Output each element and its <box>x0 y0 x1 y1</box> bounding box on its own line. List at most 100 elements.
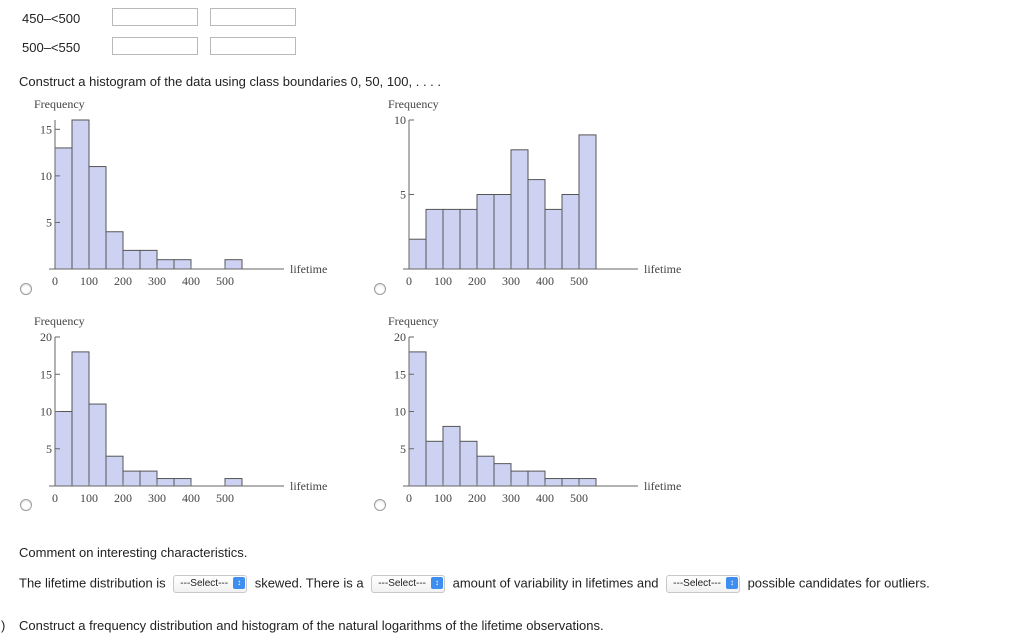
x-tick-label: 100 <box>434 274 452 288</box>
x-axis-label: lifetime <box>644 262 681 276</box>
x-tick-label: 400 <box>182 274 200 288</box>
histogram-bar <box>122 249 141 270</box>
histogram-bar <box>527 470 546 487</box>
x-tick-label: 200 <box>114 491 132 505</box>
radio-option-d[interactable] <box>374 499 386 511</box>
class-label: 500–<550 <box>22 40 81 55</box>
x-tick-label: 400 <box>536 491 554 505</box>
histogram-bar <box>544 478 563 487</box>
histogram-bar <box>88 166 107 270</box>
x-tick-label: 200 <box>468 491 486 505</box>
x-axis-label: lifetime <box>644 479 681 493</box>
histogram-bar <box>459 440 478 487</box>
histogram-bar <box>476 455 495 487</box>
y-tick-label: 10 <box>40 405 52 419</box>
y-tick-label: 15 <box>40 122 52 136</box>
histogram-option-c: Frequency 5 10 15 20 0 100 200 300 400 500 lifetime <box>28 313 373 508</box>
histogram-bar <box>224 259 243 270</box>
histogram-bar <box>173 478 192 487</box>
x-tick-label: 0 <box>406 274 412 288</box>
y-axis-label: Frequency <box>34 314 85 328</box>
histogram-bar <box>493 463 512 487</box>
histogram-bar <box>459 208 478 270</box>
histogram-bar <box>425 208 444 270</box>
histogram-bar <box>139 249 158 270</box>
select-label: ---Select--- <box>673 577 721 589</box>
sentence-part-2: skewed. There is a <box>254 575 364 591</box>
histogram-bar <box>527 179 546 270</box>
histogram-bar <box>510 470 529 487</box>
x-tick-label: 500 <box>570 274 588 288</box>
variability-select[interactable]: ---Select--- ↕ <box>371 574 445 593</box>
x-tick-label: 100 <box>80 491 98 505</box>
histogram-bar <box>71 119 90 270</box>
sentence-part-3: amount of variability in lifetimes and <box>452 575 659 591</box>
class-label: 450–<500 <box>22 11 81 26</box>
next-part-marker: ) <box>1 618 6 633</box>
histogram-bar <box>493 194 512 270</box>
x-tick-label: 500 <box>216 274 234 288</box>
histogram-bar <box>408 238 427 270</box>
histogram-bar <box>561 478 580 487</box>
histogram-a-svg: Frequency 5 10 15 0 100 200 300 400 500 lifetime <box>34 97 327 288</box>
comment-heading: Comment on interesting characteristics. <box>19 545 248 560</box>
x-tick-label: 500 <box>570 491 588 505</box>
histogram-option-d: Frequency 5 10 15 20 0 100 200 300 400 500 lifetime <box>382 313 727 508</box>
x-tick-label: 400 <box>536 274 554 288</box>
histogram-bar <box>442 425 461 487</box>
histogram-bar <box>476 194 495 270</box>
y-axis-label: Frequency <box>388 314 439 328</box>
frequency-field[interactable] <box>112 37 198 55</box>
select-arrows-icon: ↕ <box>725 576 738 589</box>
relative-frequency-field[interactable] <box>210 8 296 26</box>
y-tick-label: 10 <box>394 113 406 127</box>
sentence-part-4: possible candidates for outliers. <box>747 575 930 591</box>
relative-frequency-field[interactable] <box>210 37 296 55</box>
skew-select[interactable]: ---Select--- ↕ <box>173 574 248 593</box>
histogram-bar <box>139 470 158 487</box>
radio-option-c[interactable] <box>20 499 32 511</box>
x-tick-label: 300 <box>502 491 520 505</box>
x-tick-label: 500 <box>216 491 234 505</box>
y-axis-label: Frequency <box>388 97 439 111</box>
x-tick-label: 300 <box>148 274 166 288</box>
frequency-field[interactable] <box>112 8 198 26</box>
select-arrows-icon: ↕ <box>430 576 443 589</box>
histogram-bar <box>122 470 141 487</box>
x-tick-label: 0 <box>406 491 412 505</box>
y-tick-label: 20 <box>40 330 52 344</box>
histogram-bar <box>442 208 461 270</box>
histogram-bar <box>578 478 597 487</box>
histogram-bar <box>88 403 107 487</box>
next-part-prompt: Construct a frequency distribution and h… <box>19 618 604 633</box>
x-tick-label: 0 <box>52 491 58 505</box>
x-axis-label: lifetime <box>290 479 327 493</box>
radio-option-b[interactable] <box>374 283 386 295</box>
y-tick-label: 15 <box>40 367 52 381</box>
histogram-bar <box>156 259 175 270</box>
x-axis-label: lifetime <box>290 262 327 276</box>
histogram-bar <box>105 455 124 487</box>
histogram-bar <box>156 478 175 487</box>
outliers-select[interactable]: ---Select--- ↕ <box>666 574 740 593</box>
sentence-part-1: The lifetime distribution is <box>19 575 166 591</box>
y-tick-label: 5 <box>400 442 406 456</box>
x-tick-label: 400 <box>182 491 200 505</box>
radio-option-a[interactable] <box>20 283 32 295</box>
histogram-option-a: Frequency 5 10 15 0 100 200 300 400 500 lifetime <box>28 96 373 291</box>
histogram-bar <box>578 134 597 270</box>
histogram-bar <box>71 351 90 487</box>
histogram-bar <box>224 478 243 487</box>
histogram-prompt: Construct a histogram of the data using … <box>19 74 442 89</box>
histogram-bar <box>408 351 427 487</box>
y-tick-label: 5 <box>46 442 52 456</box>
y-tick-label: 20 <box>394 330 406 344</box>
histogram-bar <box>544 208 563 270</box>
select-arrows-icon: ↕ <box>233 576 246 589</box>
histogram-bar <box>561 194 580 270</box>
histogram-bar <box>425 440 444 487</box>
histogram-bar <box>54 147 73 270</box>
